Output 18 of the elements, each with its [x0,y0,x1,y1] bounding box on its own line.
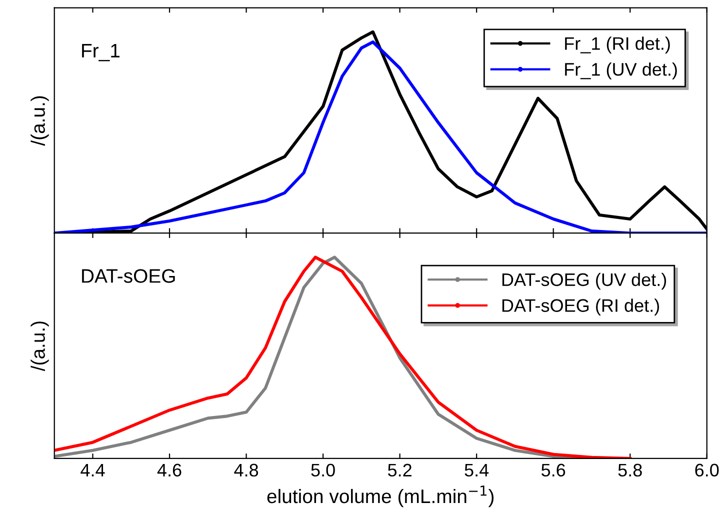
x-tick-label: 5.8 [618,464,642,477]
x-tick-label: 4.8 [234,464,258,477]
annotation: Fr_1 [82,44,120,62]
y-axis-title: /(a.u.) [30,96,49,146]
x-tick-label: 5.2 [388,464,412,477]
x-tick-label: 5.6 [542,464,566,477]
x-tick-label: 4.4 [80,464,105,476]
legend-label: DAT-sOEG (UV det.) [502,272,666,290]
legend-label: DAT-sOEG (RI det.) [502,298,660,316]
x-tick-label: 5.4 [464,464,489,477]
x-tick-label: 4.6 [157,464,182,477]
annotation: DAT-sOEG [82,269,175,283]
legend-label: Fr_1 (UV det.) [565,62,677,80]
legend-label: Fr_1 (RI det.) [565,36,670,54]
y-axis-title: /(a.u.) [30,322,49,372]
x-tick-label: 5.0 [311,464,335,477]
x-tick-label: 6.0 [695,464,719,477]
x-axis-title: elution volume (mL.min$^{−1}$) [267,486,494,508]
